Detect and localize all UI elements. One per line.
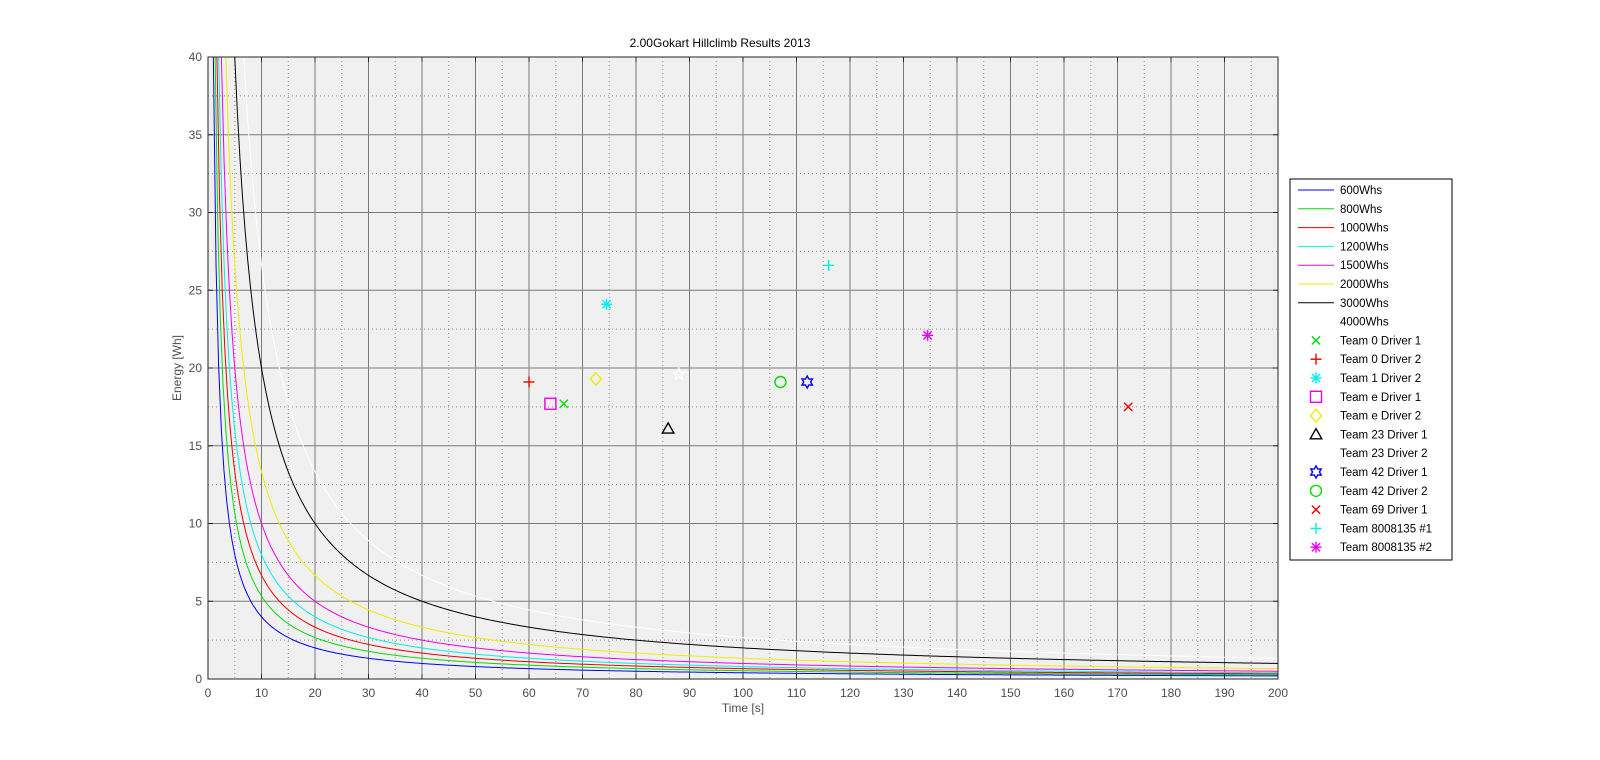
x-tick-label: 60 xyxy=(522,686,536,700)
y-tick-label: 5 xyxy=(195,594,202,608)
legend-label: 4000Whs xyxy=(1340,317,1389,329)
y-tick-label: 35 xyxy=(189,128,203,142)
legend-marker xyxy=(1310,353,1322,365)
legend-label: Team e Driver 1 xyxy=(1340,392,1421,404)
data-point xyxy=(1123,402,1133,412)
legend-items: 600Whs 800Whs 1000Whs 1200Whs 1500Whs 2000Whs… xyxy=(1298,185,1432,554)
curve-800whs xyxy=(214,56,1279,676)
legend-marker xyxy=(1311,504,1321,515)
legend-label: 2000Whs xyxy=(1340,279,1389,291)
x-tick-label: 110 xyxy=(787,686,806,700)
y-tick-label: 40 xyxy=(189,50,203,64)
x-tick-label: 30 xyxy=(362,686,376,700)
legend-label: Team 0 Driver 2 xyxy=(1340,354,1421,366)
legend-label: 1500Whs xyxy=(1340,260,1389,272)
legend-marker xyxy=(1310,522,1322,534)
legend-label: 800Whs xyxy=(1340,204,1382,216)
x-tick-label: 40 xyxy=(415,686,429,700)
chart-title: 2.00Gokart Hillclimb Results 2013 xyxy=(630,36,811,50)
curve-3000whs xyxy=(234,56,1279,664)
data-point xyxy=(671,366,687,381)
legend-box xyxy=(1289,178,1453,561)
x-tick-label: 190 xyxy=(1214,686,1234,700)
plot-area xyxy=(207,56,1279,680)
x-axis-label: Time [s] xyxy=(722,701,764,715)
legend-marker xyxy=(1310,541,1322,553)
legend-marker xyxy=(1310,372,1322,384)
data-point xyxy=(823,259,835,271)
legend-label: Team 42 Driver 2 xyxy=(1340,486,1428,498)
axis-ticks: 0 10 20 30 40 50 60 70 80 90 100 110 120 130 140 150 160… xyxy=(189,50,1289,700)
data-point xyxy=(800,374,814,390)
x-tick-label: 70 xyxy=(576,686,590,700)
curve-600whs xyxy=(212,56,1279,677)
x-tick-label: 0 xyxy=(205,686,212,700)
x-tick-label: 130 xyxy=(893,686,913,700)
x-tick-label: 180 xyxy=(1161,686,1181,700)
data-point xyxy=(559,399,569,409)
data-point xyxy=(922,329,934,341)
y-tick-label: 25 xyxy=(189,283,203,297)
x-tick-label: 120 xyxy=(840,686,860,700)
x-tick-label: 80 xyxy=(629,686,643,700)
legend: 600Whs 800Whs 1000Whs 1200Whs 1500Whs 2000Whs… xyxy=(1289,178,1453,561)
legend-label: 600Whs xyxy=(1340,185,1382,197)
legend-label: Team 23 Driver 1 xyxy=(1340,429,1428,441)
data-point xyxy=(589,371,603,387)
x-tick-label: 200 xyxy=(1268,686,1288,700)
y-tick-label: 30 xyxy=(189,206,203,220)
data-point xyxy=(661,421,676,434)
x-tick-label: 170 xyxy=(1107,686,1127,700)
legend-label: 1200Whs xyxy=(1340,241,1389,253)
legend-label: Team 23 Driver 2 xyxy=(1340,448,1428,460)
legend-marker xyxy=(1308,445,1324,460)
curve-1000whs xyxy=(216,56,1279,675)
data-point xyxy=(601,298,613,310)
legend-label: Team 8008135 #1 xyxy=(1340,523,1432,535)
legend-label: Team 8008135 #2 xyxy=(1340,542,1432,554)
y-tick-label: 0 xyxy=(195,672,202,686)
legend-label: Team 0 Driver 1 xyxy=(1340,335,1421,347)
legend-label: Team 1 Driver 2 xyxy=(1340,373,1421,385)
x-tick-label: 50 xyxy=(469,686,483,700)
legend-marker xyxy=(1311,335,1321,346)
legend-label: Team 42 Driver 1 xyxy=(1340,467,1428,479)
legend-marker xyxy=(1309,464,1323,480)
legend-marker xyxy=(1309,390,1323,403)
curve-1200whs xyxy=(218,56,1279,674)
data-point xyxy=(774,375,787,389)
y-tick-label: 20 xyxy=(189,361,203,375)
y-tick-label: 10 xyxy=(189,517,203,531)
x-tick-label: 160 xyxy=(1054,686,1074,700)
legend-label: 1000Whs xyxy=(1340,223,1389,235)
data-point xyxy=(523,376,535,388)
curve-2000whs xyxy=(225,56,1279,670)
y-tick-label: 15 xyxy=(189,439,203,453)
legend-label: 3000Whs xyxy=(1340,298,1389,310)
legend-label: Team e Driver 2 xyxy=(1340,411,1421,423)
legend-marker xyxy=(1309,408,1323,423)
x-tick-label: 150 xyxy=(1000,686,1020,700)
legend-label: Team 69 Driver 1 xyxy=(1340,505,1428,517)
legend-marker xyxy=(1309,427,1323,440)
x-tick-label: 20 xyxy=(308,686,322,700)
curve-1500whs xyxy=(220,56,1279,672)
data-points xyxy=(523,259,1133,434)
x-tick-label: 100 xyxy=(733,686,753,700)
x-tick-label: 90 xyxy=(683,686,697,700)
curves xyxy=(212,56,1279,677)
legend-marker xyxy=(1309,484,1323,497)
curve-4000whs xyxy=(243,56,1279,659)
data-point xyxy=(544,397,557,410)
y-axis-label: Energy [Wh] xyxy=(170,335,184,401)
grid xyxy=(208,57,1278,679)
x-tick-label: 140 xyxy=(947,686,967,700)
x-tick-label: 10 xyxy=(255,686,269,700)
